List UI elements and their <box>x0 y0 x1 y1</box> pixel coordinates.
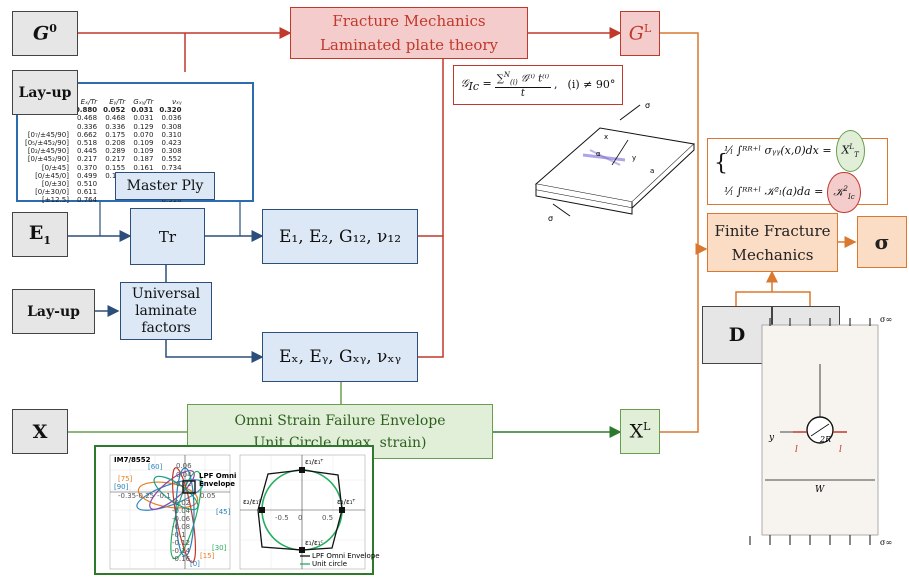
table-cell: 0.175 <box>105 130 126 139</box>
table-cell: 0.552 <box>161 155 182 164</box>
table-row: 0.880 0.052 0.031 0.320 <box>22 106 185 114</box>
table-cell: 0.468 <box>77 114 98 123</box>
table-cell: 0.070 <box>133 130 154 139</box>
table-cell: 0.499 <box>77 171 98 180</box>
table-cell: 0.289 <box>105 147 126 156</box>
table-cell: 0.336 <box>105 122 126 131</box>
table-cell: 0.187 <box>133 155 154 164</box>
ply-properties-box: E₁, E₂, G₁₂, ν₁₂ <box>262 209 418 264</box>
table-cell: 0.161 <box>133 163 154 172</box>
table-cell: 0.662 <box>77 130 98 139</box>
table-cell: 0.423 <box>161 139 182 148</box>
finite-fracture-mechanics-box: Finite Fracture Mechanics <box>707 213 838 272</box>
table-cell: 0.320 <box>159 106 182 115</box>
layup-input-bottom: Lay-up <box>12 289 95 334</box>
table-cell: 0.308 <box>161 122 182 131</box>
table-header: νₓᵧ <box>171 98 182 106</box>
table-cell: 0.880 <box>74 106 98 115</box>
table-cell: [0/±45₂/90] <box>27 155 69 164</box>
table-cell: [0₂/±45/90] <box>27 147 69 156</box>
table-cell: 0.031 <box>131 106 154 115</box>
table-cell: 0.129 <box>133 122 154 131</box>
table-row: [0₅/±45₂/90] 0.518 0.208 0.109 0.423 <box>22 139 185 147</box>
table-row: [0₂/±45/90] 0.445 0.289 0.109 0.308 <box>22 147 185 155</box>
table-cell: 0.217 <box>77 155 98 164</box>
table-cell: 0.310 <box>161 130 182 139</box>
sigma-output-box: σ <box>857 216 907 268</box>
table-cell: [0/±30/0] <box>35 188 69 197</box>
table-cell: [0/±30] <box>41 180 69 189</box>
table-row: [0/±45] 0.370 0.155 0.161 0.734 <box>22 164 185 172</box>
table-cell: 0.734 <box>161 163 182 172</box>
tr-box: Tr <box>130 208 205 265</box>
table-cell: 0.370 <box>77 163 98 172</box>
ffm-criteria-box: { ¹⁄ₗ ∫ᴿᴿ⁺ˡ σᵧᵧ(x,0)dx = XLT ¹⁄ₗ ∫ᴿᴿ⁺ˡ 𝒦… <box>707 129 888 214</box>
table-header: Gₓᵧ/Tr <box>133 98 154 106</box>
table-row: [±12.5] 0.764 0.910 <box>22 196 185 204</box>
table-cell: [0₅/±45₂/90] <box>25 139 69 148</box>
table-cell: 0.308 <box>161 147 182 156</box>
table-cell <box>22 123 72 131</box>
table-cell: 0.336 <box>77 122 98 131</box>
table-row: 0.336 0.336 0.129 0.308 <box>22 123 185 131</box>
w-input: W <box>772 306 840 364</box>
table-row: [0₇/±45/90] 0.662 0.175 0.070 0.310 <box>22 131 185 139</box>
table-cell: 0.155 <box>105 163 126 172</box>
xl-box: XL <box>620 409 660 454</box>
table-cell: [0/±45/0] <box>35 171 69 180</box>
table-cell <box>22 114 72 122</box>
laminate-properties-box: Eₓ, Eᵧ, Gₓᵧ, νₓᵧ <box>262 332 418 382</box>
table-row: 0.468 0.468 0.031 0.036 <box>22 114 185 122</box>
table-cell: [±12.5] <box>42 196 69 205</box>
table-cell: 0.109 <box>133 139 154 148</box>
laminate-factor-table: Eₓ/Tr Eᵧ/Tr Gₓᵧ/Tr νₓᵧ 0.880 0.052 0.031 0.320 0… <box>22 98 185 205</box>
x-input: X <box>12 409 68 454</box>
table-cell: 0.518 <box>77 139 98 148</box>
master-ply-box: Master Ply <box>115 172 215 200</box>
table-row: [0/±45₂/90] 0.217 0.217 0.187 0.552 <box>22 155 185 163</box>
g0-input: G0 <box>12 11 78 56</box>
table-cell: 0.611 <box>77 188 98 197</box>
table-header: Eᵧ/Tr <box>109 98 126 106</box>
table-cell: [0/±45] <box>41 163 69 172</box>
table-cell: 0.910 <box>161 196 182 205</box>
table-cell: 0.468 <box>105 114 126 123</box>
universal-laminate-factors-box: Universal laminate factors <box>120 282 212 340</box>
d-input: D <box>702 306 772 364</box>
table-cell: 0.764 <box>77 196 98 205</box>
table-cell: 0.445 <box>77 147 98 156</box>
table-cell: [0₇/±45/90] <box>27 130 69 139</box>
table-cell: 0.109 <box>133 147 154 156</box>
envelope-plots-frame <box>94 445 374 575</box>
table-cell: 0.031 <box>133 114 154 123</box>
table-cell: 0.510 <box>77 180 98 189</box>
table-cell: 0.217 <box>105 155 126 164</box>
e1-input: E1 <box>12 212 68 257</box>
table-cell: 0.036 <box>161 114 182 123</box>
table-header: Eₓ/Tr <box>80 98 98 106</box>
gl-box: GL <box>620 11 660 56</box>
table-cell: 0.208 <box>105 139 126 148</box>
gic-formula-box: 𝒢Ic = ∑N(i) 𝒢⁽ⁱ⁾ t⁽ⁱ⁾ t , (i) ≠ 90° <box>453 65 623 105</box>
table-cell: 0.052 <box>103 106 126 115</box>
fracture-mechanics-box: Fracture Mechanics Laminated plate theor… <box>290 7 528 59</box>
layup-input-top: Lay-up <box>12 70 78 115</box>
